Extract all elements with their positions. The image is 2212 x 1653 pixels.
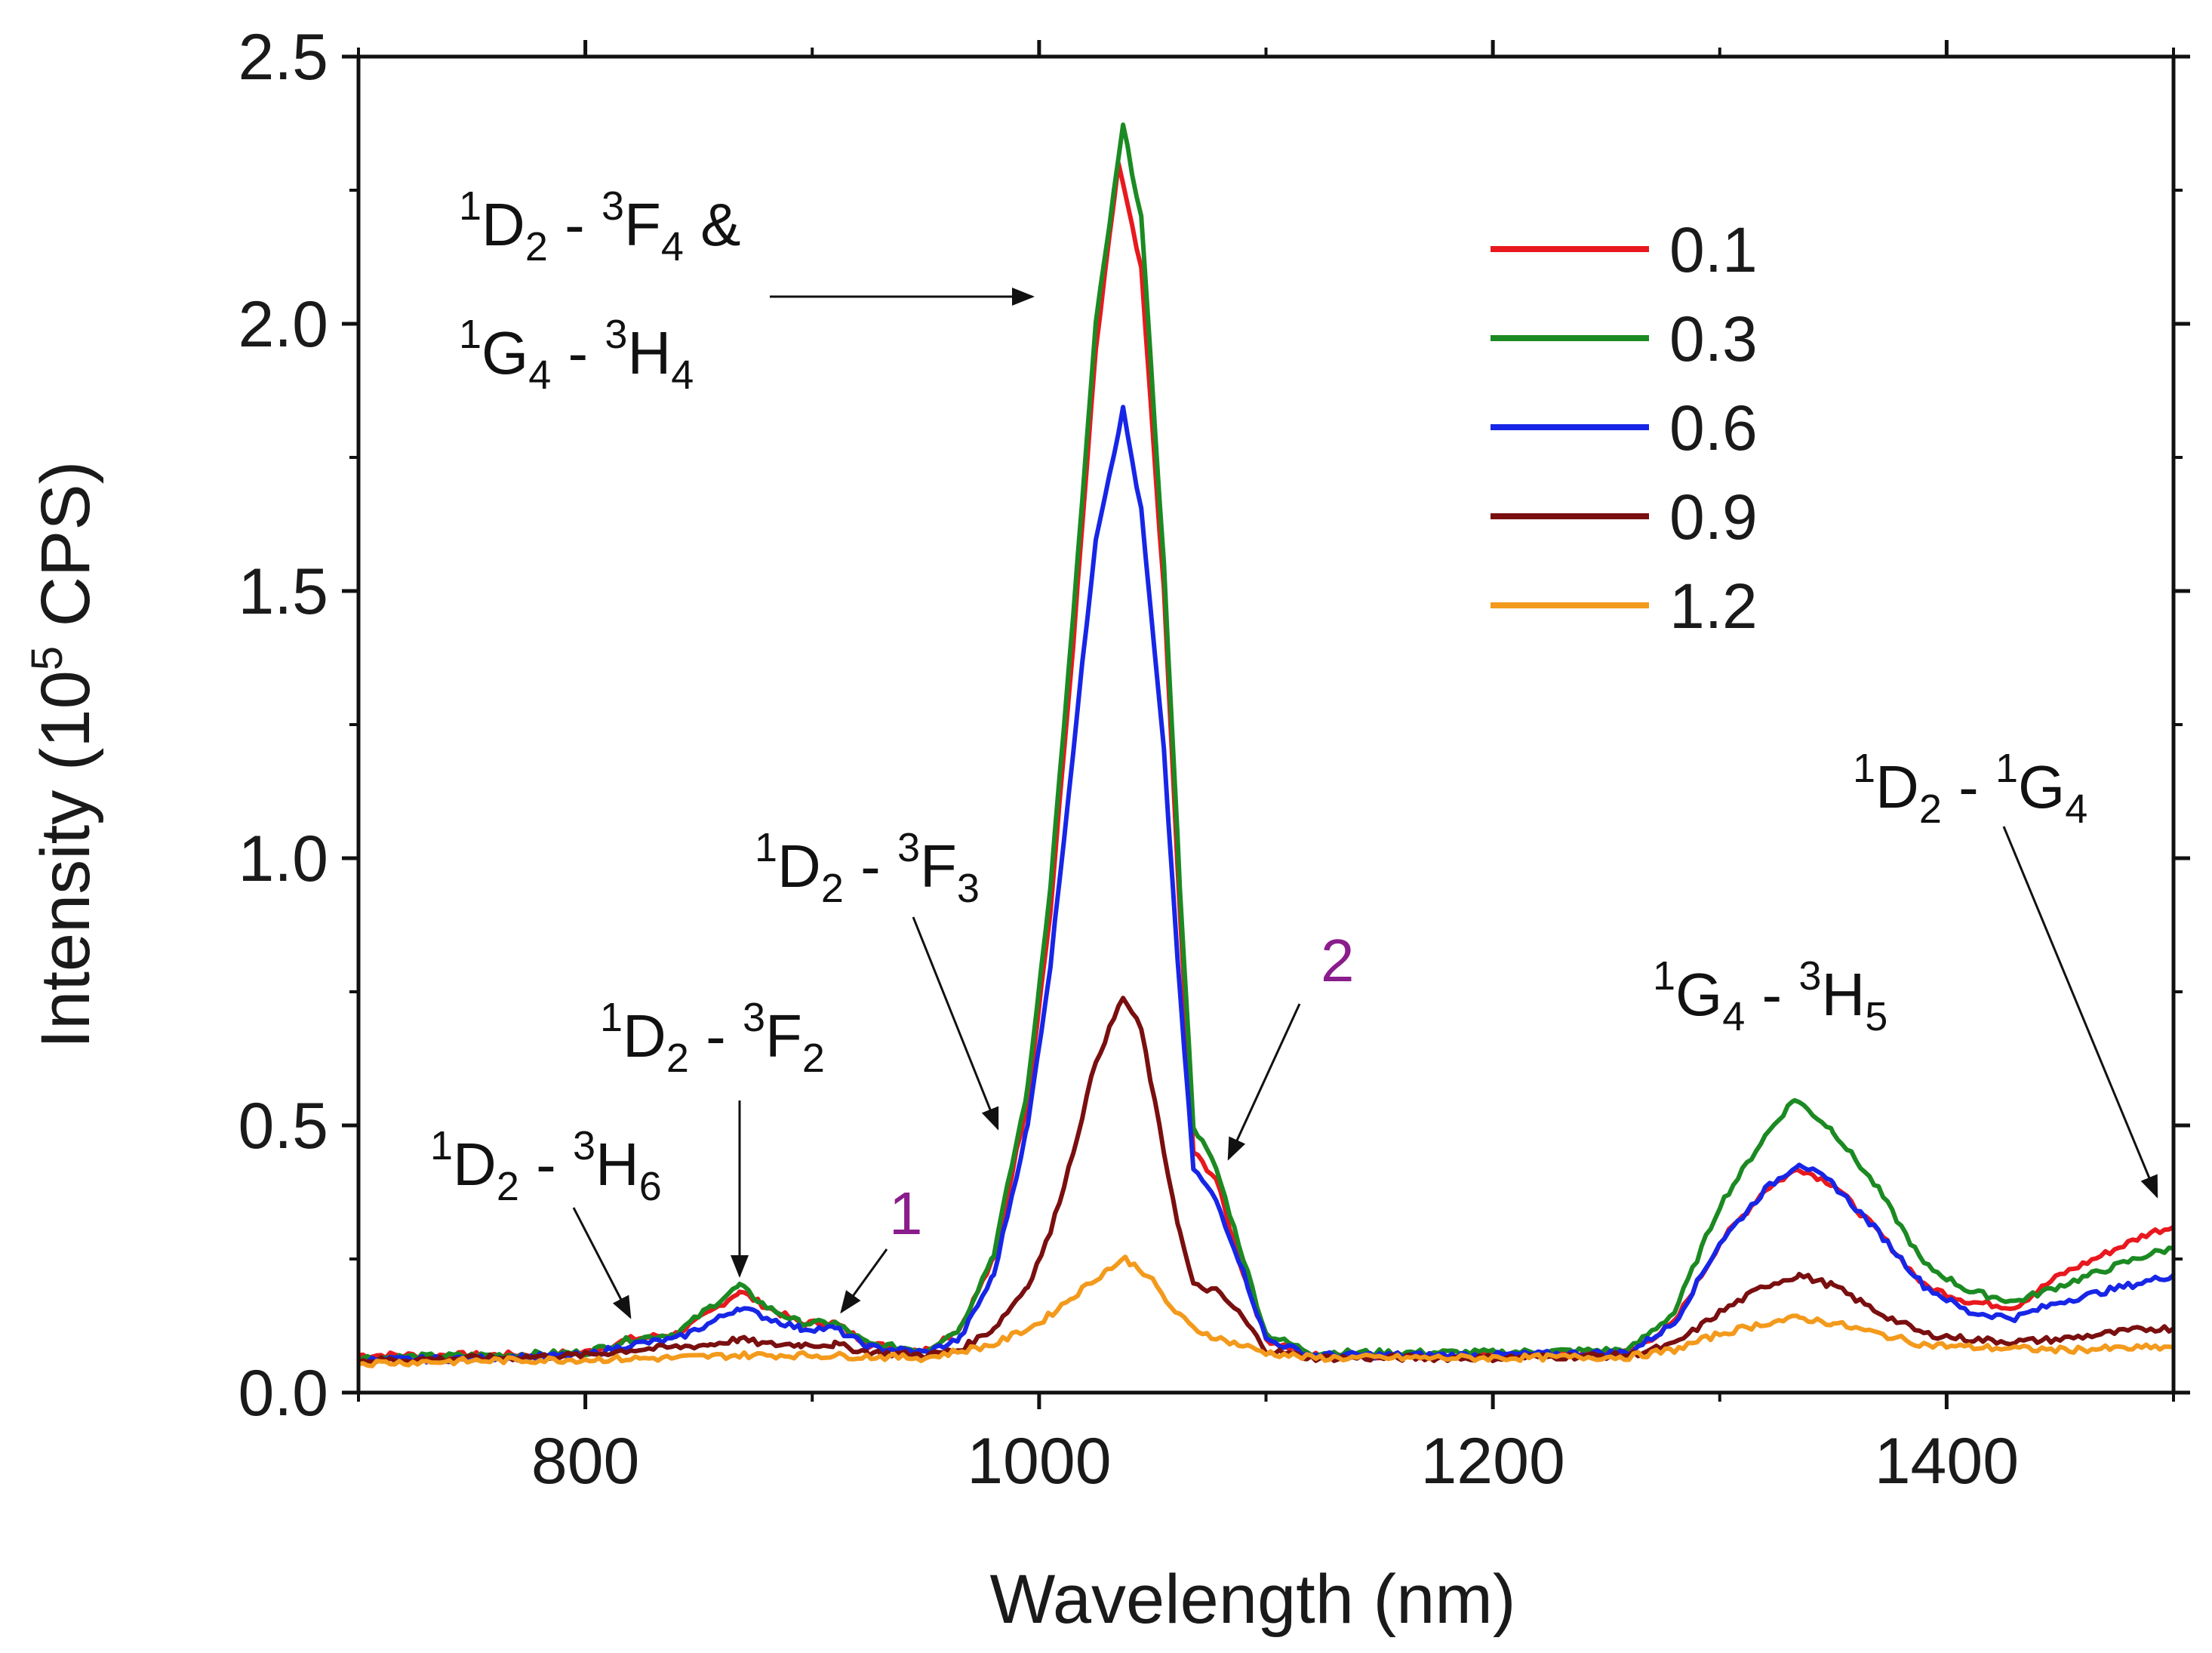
y-axis-title-pre: Intensity (10 xyxy=(27,670,104,1048)
y-tick-label: 2.0 xyxy=(238,288,328,361)
annotation-d2-g4: 1D2 - 1G4 xyxy=(1853,746,2087,832)
annotation-d2-h6: 1D2 - 3H6 xyxy=(430,1123,662,1209)
legend-label-0.6: 0.6 xyxy=(1669,392,1758,463)
x-tick-label: 1400 xyxy=(1875,1425,2019,1498)
ticks-layer: 800 1000 1200 1400 0.0 0.5 1.0 1.5 2.0 2.5 xyxy=(238,21,2190,1498)
y-tick-label: 0.0 xyxy=(238,1357,328,1430)
marker-label-2: 2 xyxy=(1321,927,1355,994)
annotation-g4-h5: 1G4 - 3H5 xyxy=(1653,953,1887,1039)
arrow-marker-1 xyxy=(840,1248,888,1314)
x-tick-label: 800 xyxy=(531,1425,640,1498)
y-tick-label: 1.5 xyxy=(238,556,328,628)
y-axis-title-exponent: 5 xyxy=(23,646,72,670)
arrow-d2-g4 xyxy=(2002,826,2158,1199)
arrow-d2-h6 xyxy=(572,1207,632,1319)
legend-label-0.1: 0.1 xyxy=(1669,214,1758,285)
series-line-0.9 xyxy=(358,996,2175,1365)
y-axis-title-post: CPS) xyxy=(27,461,104,646)
legend-label-0.3: 0.3 xyxy=(1669,303,1758,374)
y-tick-label: 0.5 xyxy=(238,1090,328,1162)
annotation-layer: 1D2 - 3F4 & 1G4 - 3H4 1D2 - 3H6 1D2 - 3F2 1D… xyxy=(430,183,2158,1319)
y-tick-label: 2.5 xyxy=(238,21,328,94)
legend-label-1.2: 1.2 xyxy=(1669,571,1758,642)
x-tick-label: 1000 xyxy=(967,1425,1111,1498)
series-line-0.6 xyxy=(357,405,2175,1366)
annotation-main-line1: 1D2 - 3F4 & xyxy=(459,183,741,269)
arrow-marker-2 xyxy=(1227,1003,1301,1161)
annotation-d2-f3: 1D2 - 3F3 xyxy=(755,825,980,911)
x-axis-title: Wavelength (nm) xyxy=(989,1561,1515,1638)
y-axis-title: Intensity (105 CPS) xyxy=(23,461,104,1049)
annotation-main-line2: 1G4 - 3H4 xyxy=(459,312,694,398)
series-line-1.2 xyxy=(358,1254,2174,1368)
legend: 0.1 0.3 0.6 0.9 1.2 xyxy=(1491,214,1758,642)
series-layer xyxy=(357,122,2175,1368)
annotation-d2-f2: 1D2 - 3F2 xyxy=(600,995,825,1081)
legend-label-0.9: 0.9 xyxy=(1669,482,1758,553)
x-tick-label: 1200 xyxy=(1420,1425,1564,1498)
y-tick-label: 1.0 xyxy=(238,823,328,895)
marker-label-1: 1 xyxy=(889,1180,923,1247)
arrow-d2-f3 xyxy=(912,916,999,1131)
